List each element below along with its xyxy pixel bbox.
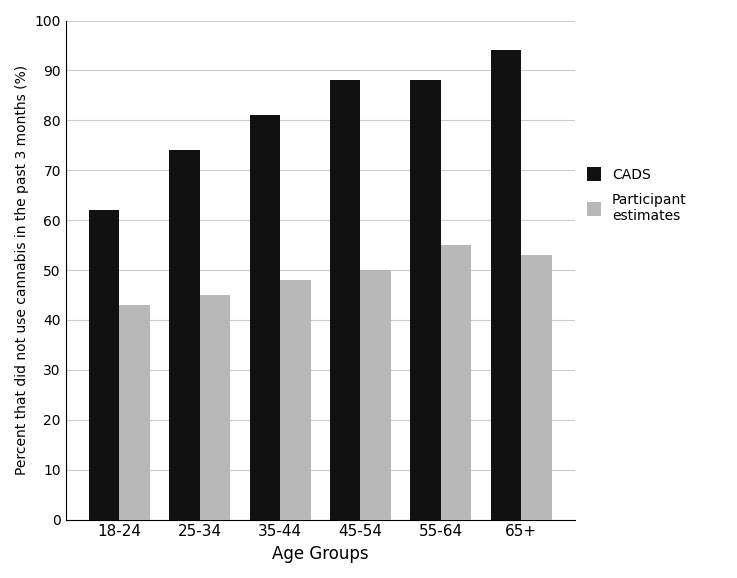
Bar (330, 80, 360, 520)
Bar (89, 210, 119, 520)
Bar (521, 255, 552, 520)
Y-axis label: Percent that did not use cannabis in the past 3 months (%): Percent that did not use cannabis in the… (15, 65, 29, 475)
Bar (119, 305, 150, 520)
Legend: CADS, Participant
estimates: CADS, Participant estimates (587, 167, 687, 223)
Bar (280, 280, 311, 520)
Bar (441, 245, 472, 520)
Bar (250, 116, 280, 520)
Bar (200, 295, 231, 520)
X-axis label: Age Groups: Age Groups (272, 545, 368, 563)
Bar (411, 80, 441, 520)
Bar (491, 50, 521, 520)
Bar (170, 150, 200, 520)
Bar (360, 270, 391, 520)
